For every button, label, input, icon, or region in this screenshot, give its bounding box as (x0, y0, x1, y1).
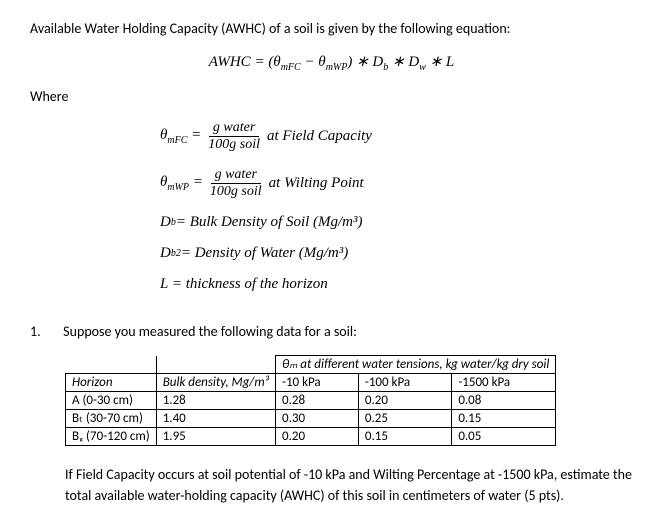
where-label: Where (30, 88, 633, 105)
question-text: 1. Suppose you measured the following da… (30, 323, 633, 340)
def-wp: θmWP = g water 100g soil at Wilting Poin… (160, 167, 633, 200)
data-table: θₘ at different water tensions, kg water… (65, 355, 556, 446)
table-row: A (0-30 cm) 1.28 0.28 0.20 0.08 (66, 392, 556, 410)
def-dw: Db2 = Density of Water (Mg/m³) (160, 245, 633, 262)
def-l: L = thickness of the horizon (160, 276, 633, 293)
table-header-row: Horizon Bulk density, Mg/m³ -10 kPa -100… (66, 374, 556, 392)
closing-text: If Field Capacity occurs at soil potenti… (65, 464, 633, 506)
table-row: Bₜ (30-70 cm) 1.40 0.30 0.25 0.15 (66, 410, 556, 428)
def-db: Db = Bulk Density of Soil (Mg/m³) (160, 214, 633, 231)
table-row: Bₓ (70-120 cm) 1.95 0.20 0.15 0.05 (66, 428, 556, 446)
intro-text: Available Water Holding Capacity (AWHC) … (30, 20, 633, 37)
definitions-block: θmFC = g water 100g soil at Field Capaci… (160, 120, 633, 293)
main-equation: AWHC = (θmFC − θmWP) ∗ Db ∗ Dw ∗ L (30, 52, 633, 73)
table-span-header: θₘ at different water tensions, kg water… (275, 356, 555, 374)
question-number: 1. (30, 323, 60, 340)
def-fc: θmFC = g water 100g soil at Field Capaci… (160, 120, 633, 153)
